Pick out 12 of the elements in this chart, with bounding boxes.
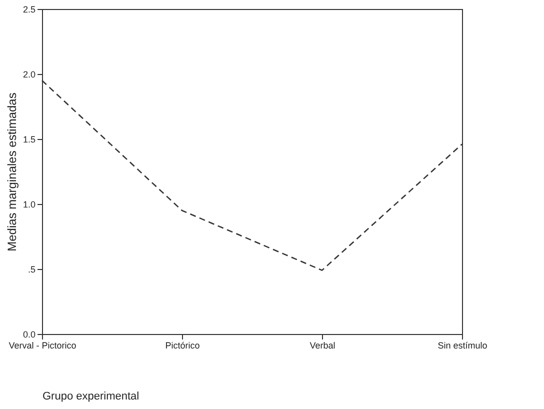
y-tick-label: 1.0 (22, 200, 36, 210)
y-tick-label: 0.0 (22, 330, 36, 340)
x-tick-label: Sin estímulo (438, 340, 488, 350)
y-tick-label: .5 (28, 264, 36, 274)
x-tick-label: Verval - Pictorico (8, 340, 76, 350)
y-axis-title: Medias marginales estimadas (4, 92, 19, 252)
x-tick-label: Pictórico (165, 340, 200, 350)
y-tick-label: 1.5 (22, 134, 36, 144)
x-tick-label: Verbal (310, 340, 336, 350)
x-axis-title: Grupo experimental (42, 390, 140, 402)
y-tick-label: 2.0 (22, 70, 36, 80)
y-tick-label: 2.5 (22, 4, 36, 14)
